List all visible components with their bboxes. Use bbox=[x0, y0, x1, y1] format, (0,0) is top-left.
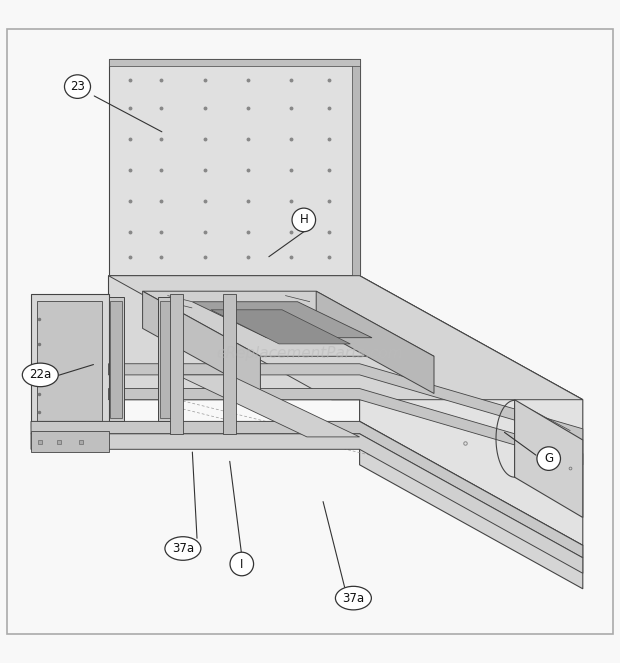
Polygon shape bbox=[211, 310, 350, 344]
Polygon shape bbox=[31, 434, 583, 573]
Polygon shape bbox=[316, 291, 434, 394]
Polygon shape bbox=[360, 422, 583, 589]
Ellipse shape bbox=[22, 363, 58, 387]
Polygon shape bbox=[143, 291, 260, 394]
Polygon shape bbox=[360, 276, 583, 546]
Polygon shape bbox=[158, 298, 172, 422]
Text: 37a: 37a bbox=[342, 591, 365, 605]
Ellipse shape bbox=[64, 75, 91, 98]
Text: 37a: 37a bbox=[172, 542, 194, 555]
Polygon shape bbox=[108, 59, 360, 66]
Polygon shape bbox=[160, 300, 171, 418]
Text: eReplacementParts.com: eReplacementParts.com bbox=[216, 345, 404, 361]
Polygon shape bbox=[108, 276, 583, 400]
Polygon shape bbox=[108, 298, 124, 422]
Ellipse shape bbox=[165, 537, 201, 560]
Ellipse shape bbox=[230, 552, 254, 575]
Polygon shape bbox=[108, 59, 360, 276]
Polygon shape bbox=[31, 422, 583, 558]
Text: 23: 23 bbox=[70, 80, 85, 93]
Polygon shape bbox=[170, 294, 183, 434]
Polygon shape bbox=[177, 375, 360, 437]
Polygon shape bbox=[108, 276, 583, 400]
Polygon shape bbox=[192, 302, 372, 337]
Polygon shape bbox=[31, 294, 108, 428]
Polygon shape bbox=[110, 300, 122, 418]
Text: G: G bbox=[544, 452, 553, 465]
Polygon shape bbox=[108, 389, 583, 465]
Text: 22a: 22a bbox=[29, 369, 51, 381]
Ellipse shape bbox=[292, 208, 316, 231]
Polygon shape bbox=[143, 291, 434, 356]
Polygon shape bbox=[108, 364, 583, 440]
Polygon shape bbox=[31, 431, 108, 452]
Ellipse shape bbox=[537, 447, 560, 470]
Ellipse shape bbox=[335, 586, 371, 610]
Polygon shape bbox=[515, 400, 583, 518]
Polygon shape bbox=[352, 59, 360, 276]
Text: H: H bbox=[299, 213, 308, 226]
Polygon shape bbox=[223, 294, 236, 434]
Polygon shape bbox=[37, 300, 102, 422]
Text: I: I bbox=[240, 558, 244, 570]
